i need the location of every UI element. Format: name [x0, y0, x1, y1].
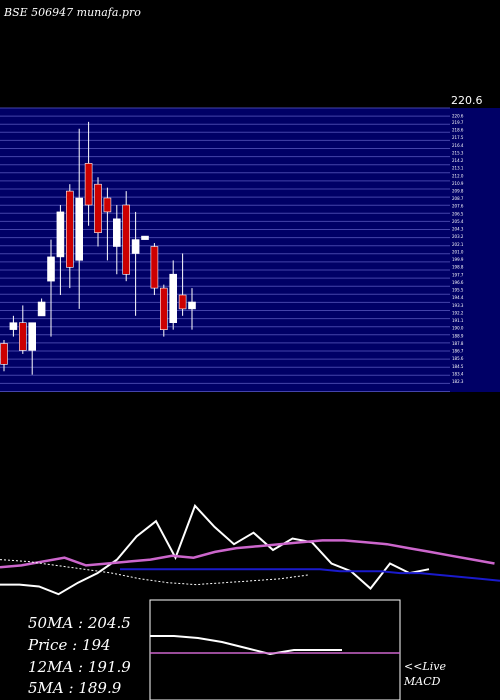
candlestick-series — [0, 121, 196, 375]
price-tick-label: 220.6 — [452, 114, 464, 119]
price-tick-label: 184.5 — [452, 364, 464, 369]
macd-line — [150, 635, 342, 656]
price-tick-label: 192.2 — [452, 310, 464, 315]
macd-label: MACD — [403, 675, 441, 688]
price-tick-label: 185.6 — [452, 356, 464, 361]
price-tick-label: 208.7 — [452, 196, 464, 201]
live-link[interactable]: <<Live — [404, 660, 446, 673]
candle-body — [160, 287, 168, 331]
ma50-stat: 50MA : 204.5 — [28, 614, 131, 632]
price-tick-label: 182.3 — [452, 379, 464, 384]
candle-body — [178, 294, 187, 310]
price-tick-label: 215.3 — [452, 150, 464, 155]
price-tick-label: 194.4 — [452, 295, 464, 300]
ma5-stat: 5MA : 189.9 — [28, 679, 122, 697]
candle-body — [188, 301, 196, 310]
candle-body — [169, 273, 177, 324]
price-tick-label: 218.6 — [452, 128, 464, 133]
indicator-line-blue — [120, 568, 500, 582]
price-tick-label: 203.2 — [452, 234, 464, 239]
price-tick-label: 198.8 — [452, 265, 464, 270]
price-tick-label: 187.8 — [452, 341, 464, 346]
candle-body — [75, 197, 83, 261]
price-tick-label: 191.1 — [452, 318, 464, 323]
macd-panel — [149, 599, 401, 700]
price-tick-label: 206.5 — [452, 211, 464, 216]
price-tick-label: 183.4 — [452, 371, 464, 376]
candle-body — [37, 301, 46, 317]
candle-body — [103, 197, 112, 213]
candle-body — [84, 163, 93, 206]
candle-body — [0, 343, 8, 365]
price-tick-label: 201.0 — [452, 250, 464, 255]
candle-body — [150, 246, 159, 289]
price-tick-label: 199.9 — [452, 257, 464, 262]
price-tick-label: 216.4 — [452, 143, 464, 148]
price-tick-label: 197.7 — [452, 272, 464, 277]
chart-title: BSE 506947 munafa.pro — [3, 6, 141, 19]
price-band-fill — [0, 108, 500, 392]
candle-body — [9, 322, 18, 330]
ma12-stat: 12MA : 191.9 — [28, 658, 131, 676]
candle-body — [18, 322, 27, 351]
price-tick-label: 217.5 — [452, 135, 464, 140]
price-tick-label: 209.8 — [452, 189, 464, 194]
price-tick-label: 190.0 — [452, 326, 464, 331]
candle-body — [94, 183, 102, 233]
price-tick-label: 202.1 — [452, 242, 464, 247]
price-stat: Price : 194 — [27, 636, 111, 654]
price-tick-label: 212.0 — [452, 173, 464, 178]
indicator-lines — [0, 503, 500, 596]
indicator-line-white — [0, 503, 430, 596]
candle-body — [66, 190, 74, 268]
price-tick-label: 204.3 — [452, 227, 464, 232]
price-tick-label: 195.5 — [452, 288, 464, 293]
candle-body — [113, 218, 121, 247]
price-band — [0, 107, 500, 392]
candle-body — [141, 235, 149, 240]
price-tick-label: 213.1 — [452, 166, 464, 171]
price-tick-label: 186.7 — [452, 349, 464, 354]
price-top-label: 220.6 — [451, 94, 483, 107]
price-tick-label: 219.7 — [452, 120, 464, 125]
price-tick-label: 193.3 — [452, 303, 464, 308]
candle-body — [131, 239, 140, 254]
indicator-line-purple — [0, 539, 495, 569]
price-tick-label: 210.9 — [452, 181, 464, 186]
price-tick-label: 188.9 — [452, 333, 464, 338]
price-tick-label: 196.6 — [452, 280, 464, 285]
candle-body — [122, 204, 130, 275]
candle-body — [47, 256, 55, 282]
candle-body — [28, 322, 37, 351]
candle-body — [56, 211, 65, 258]
price-tick-label: 214.2 — [452, 158, 464, 163]
price-tick-label: 207.6 — [452, 204, 464, 209]
macd-lines — [150, 635, 400, 656]
price-tick-label: 205.4 — [452, 219, 464, 224]
